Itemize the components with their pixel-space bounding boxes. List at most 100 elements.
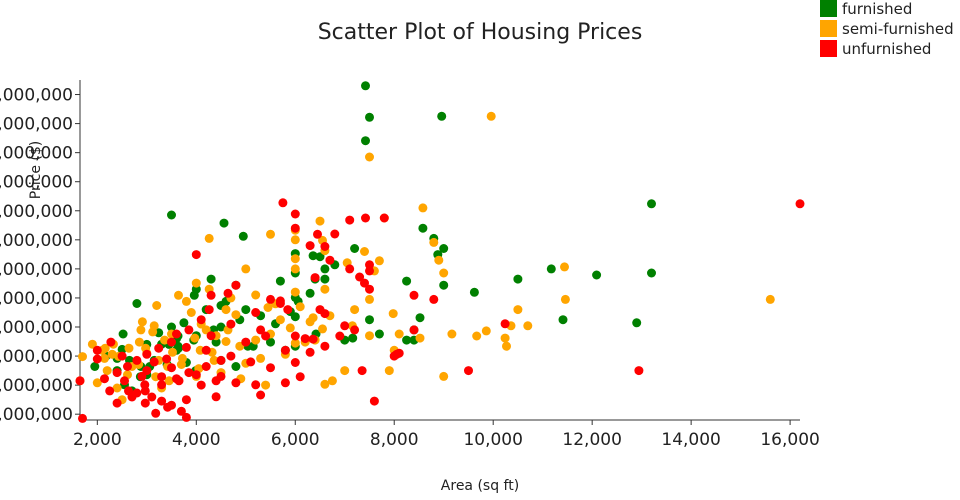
data-point (105, 386, 115, 396)
data-point (290, 358, 300, 367)
data-point (186, 308, 196, 317)
data-point (320, 341, 330, 351)
data-point (206, 331, 216, 341)
data-point (231, 280, 241, 290)
data-point (320, 284, 330, 294)
data-point (251, 335, 261, 345)
y-tick-label: 7,000,000 (0, 260, 73, 280)
data-point (278, 198, 288, 208)
legend-item-furnished[interactable]: furnished (820, 0, 912, 18)
data-point (221, 337, 231, 346)
data-point (241, 337, 251, 347)
y-tick-label: 3,000,000 (0, 376, 73, 396)
data-point (481, 326, 491, 336)
data-point (632, 318, 642, 328)
data-point (172, 374, 181, 384)
legend-item-semi-furnished[interactable]: semi-furnished (820, 20, 954, 38)
legend-swatch (820, 0, 837, 17)
data-point (206, 274, 216, 284)
data-point (305, 241, 315, 251)
y-tick-label: 2,000,000 (0, 405, 73, 425)
data-point (151, 408, 161, 418)
data-point (102, 366, 112, 376)
data-point (184, 368, 194, 378)
y-tick-label: 6,000,000 (0, 289, 73, 309)
data-point (290, 338, 300, 348)
x-tick-label: 12,000 (562, 430, 621, 450)
data-point (560, 294, 570, 304)
data-point (500, 333, 510, 343)
data-point (140, 386, 150, 396)
x-tick-label: 14,000 (661, 430, 720, 450)
data-point (500, 319, 510, 329)
data-point (318, 324, 327, 334)
data-point (486, 111, 496, 121)
data-point (196, 380, 206, 390)
data-point (502, 341, 511, 351)
data-point (283, 305, 293, 315)
data-point (415, 313, 425, 323)
data-point (231, 378, 241, 388)
data-point (92, 345, 102, 355)
legend[interactable]: furnished semi-furnished unfurnished (820, 0, 954, 58)
data-point (350, 325, 360, 335)
data-point (345, 264, 355, 274)
data-point (261, 331, 271, 341)
data-point (290, 254, 300, 264)
y-tick-label: 10,000,000 (0, 173, 73, 193)
data-point (112, 368, 122, 378)
data-point (379, 213, 389, 223)
data-point (305, 288, 315, 298)
data-point (261, 380, 271, 390)
x-tick-label: 6,000 (271, 430, 320, 450)
data-point (147, 392, 157, 402)
y-axis-title: Price ($) (28, 141, 44, 199)
data-point (360, 278, 369, 288)
data-point (327, 376, 337, 386)
data-point (310, 273, 320, 283)
data-point (160, 335, 170, 345)
data-point (320, 379, 330, 389)
data-point (357, 366, 367, 376)
data-point (137, 371, 147, 381)
data-point (523, 321, 533, 331)
data-point (209, 355, 219, 365)
data-point (415, 333, 425, 343)
data-point (204, 233, 214, 243)
data-point (266, 294, 275, 304)
data-point (315, 252, 325, 262)
data-point (290, 235, 300, 245)
data-point (647, 268, 656, 278)
data-point (92, 354, 102, 364)
data-point (231, 310, 241, 320)
data-point (168, 347, 177, 357)
data-point (164, 376, 174, 386)
data-point (439, 280, 449, 290)
data-point (137, 317, 147, 327)
data-point (140, 398, 150, 408)
data-point (295, 302, 305, 312)
y-tick-label: 11,000,000 (0, 144, 73, 164)
data-point (365, 284, 374, 294)
data-point (206, 290, 216, 300)
data-point (118, 329, 128, 339)
legend-label: furnished (842, 0, 912, 18)
data-point (196, 315, 206, 325)
data-point (142, 349, 152, 359)
data-point (136, 325, 146, 335)
data-point (167, 210, 176, 220)
data-point (149, 357, 159, 367)
data-point (409, 290, 419, 300)
data-point (513, 274, 523, 284)
legend-item-unfurnished[interactable]: unfurnished (820, 40, 931, 58)
y-tick-label: 9,000,000 (0, 202, 73, 222)
data-point (634, 366, 644, 376)
chart-title: Scatter Plot of Housing Prices (318, 20, 643, 45)
data-point (181, 395, 191, 405)
data-point (439, 244, 449, 253)
data-point (592, 270, 602, 280)
data-point (174, 290, 183, 300)
series-unfurnished (75, 198, 805, 423)
data-point (191, 250, 201, 260)
data-point (216, 355, 226, 365)
